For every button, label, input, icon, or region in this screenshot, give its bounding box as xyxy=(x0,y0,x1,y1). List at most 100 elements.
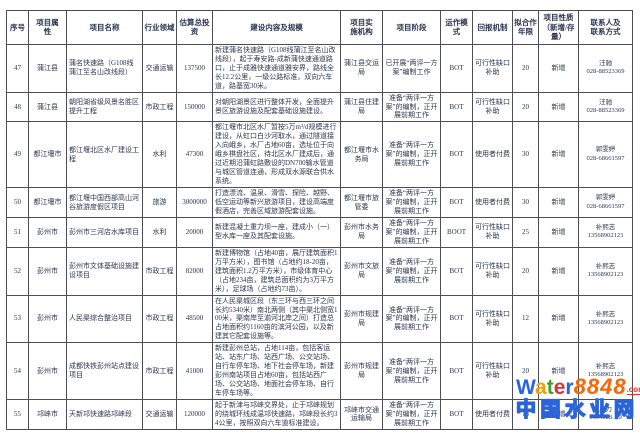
cell-return: 使用者付费 xyxy=(472,399,513,430)
cell-stage: 准备“两评一方案”的编制，正开展前期工作 xyxy=(382,187,441,218)
cell-mode: BOT xyxy=(440,121,473,189)
cell-mode: BOT xyxy=(440,91,473,123)
cell-agency: 都江堰市旅管委 xyxy=(340,187,383,218)
cell-contact: 补熙志 13568902123 xyxy=(578,294,633,344)
cell-contact: 补熙志 13568902123 xyxy=(578,246,633,296)
cell-investment: 82000 xyxy=(176,246,213,296)
cell-sector: 市政工程 xyxy=(142,246,177,296)
cell-mode: BOT xyxy=(440,342,473,401)
cell-project-name: 彭州市三河店水库项目 xyxy=(66,216,143,248)
cell-return: 可行性缺口补助 xyxy=(472,216,513,248)
cell-years: 20 xyxy=(512,342,539,401)
header-seq: 序号 xyxy=(6,10,29,45)
cell-sector: 市政工程 xyxy=(142,294,177,344)
cell-project-name: 蒲名快速路（G108线蒲江至名山改线段） xyxy=(66,43,143,93)
cell-seq: 50 xyxy=(6,187,29,218)
cell-nature: 新增 xyxy=(538,187,579,218)
cell-contact: 汪驰 028-88523369 xyxy=(578,91,633,123)
cell-owner: 蒲江县 xyxy=(28,91,67,123)
cell-scope: 新建混凝土重力坝一座，建成小（一）型水库一座及其配套设施。 xyxy=(212,216,341,248)
cell-return: 可行性缺口补助 xyxy=(472,91,513,123)
cell-seq: 54 xyxy=(6,342,29,401)
header-project-name: 项目名称 xyxy=(66,10,143,45)
cell-nature: 新增 xyxy=(538,246,579,296)
cell-investment: 150000 xyxy=(176,91,213,123)
cell-return: 可行性缺口补助 xyxy=(472,294,513,344)
cell-sector: 旅游 xyxy=(142,187,177,218)
header-contact: 联系人及 联系方式 xyxy=(578,10,633,45)
cell-owner: 都江堰市 xyxy=(28,121,67,189)
cell-seq: 49 xyxy=(6,121,29,189)
cell-scope: 打造漂流、温泉、滑雪、探险、越野、低空运动等新兴旅游项目，建设高端度假酒店，完善… xyxy=(212,187,341,218)
header-scope: 建设内容及规模 xyxy=(212,10,341,45)
cell-project-name: 人民渠综合整治项目 xyxy=(66,294,143,344)
cell-years: 12 xyxy=(512,294,539,344)
cell-scope: 对朝阳湖景区进行整体开发，全面提升景区旅游设施及配套基础设施建设。 xyxy=(212,91,341,123)
cell-mode: BOT xyxy=(440,246,473,296)
table-row: 49 都江堰市 都江堰北区水厂建设工程 水利 47300 都江堰市北区水厂暂按5… xyxy=(6,121,633,189)
cell-contact: 卢力 1354128…9 xyxy=(578,399,633,430)
cell-investment: 47300 xyxy=(176,121,213,189)
cell-stage: 已开展“两评一方案”编制工作 xyxy=(382,43,441,93)
header-agency: 项目实 施机构 xyxy=(340,10,383,45)
header-years: 拟合作 年限 xyxy=(512,10,539,45)
cell-project-name: 彭州市文体基础设施建设项目 xyxy=(66,246,143,296)
cell-investment: 20000 xyxy=(176,216,213,248)
cell-contact: 补熙志 13568902123 xyxy=(578,342,633,401)
cell-nature: 新增 xyxy=(538,121,579,189)
cell-scope: 都江堰市北区水厂暂按5万m³/d规模进行建设，从虹口白沙河取水，通过隧道接入向峨… xyxy=(212,121,341,189)
cell-nature: 新增 xyxy=(538,399,579,430)
cell-years: 20 xyxy=(512,246,539,296)
cell-stage: 准备“两评一方案”的编制，正开展前期工作 xyxy=(382,342,441,401)
cell-scope: 新建彭州总站，占地114亩，包括客运站、站东广场、站西广场、公交站场、自行车停车… xyxy=(212,342,341,401)
cell-investment: 41000 xyxy=(176,342,213,401)
cell-stage: 准备“两评一方案”的编制，正开展前期工作 xyxy=(382,294,441,344)
cell-seq: 53 xyxy=(6,294,29,344)
cell-agency: 邛崃市交通运输局 xyxy=(340,399,383,430)
cell-sector: 市政工程 xyxy=(142,342,177,401)
cell-sector: 交通运输 xyxy=(142,43,177,93)
cell-mode: BOT xyxy=(440,43,473,93)
cell-agency: 蒲江县住建局 xyxy=(340,91,383,123)
cell-owner: 都江堰市 xyxy=(28,187,67,218)
cell-agency: 蒲江县交运局 xyxy=(340,43,383,93)
cell-years: 30 xyxy=(512,121,539,189)
header-mode: 运作模式 xyxy=(440,10,473,45)
cell-mode: BOT xyxy=(440,187,473,218)
table-row: 48 蒲江县 朝阳湖省级风景名胜区提升工程 市政工程 150000 对朝阳湖景区… xyxy=(6,91,633,123)
cell-investment: 48500 xyxy=(176,294,213,344)
table-row: 55 邛崃市 天新邛快速路邛崃段 交通运输 120000 起于新津与邛崃交界处，… xyxy=(6,399,633,430)
cell-years: 20 xyxy=(512,91,539,123)
header-investment: 估算总投 资 xyxy=(176,10,213,45)
cell-agency: 彭州市水务局 xyxy=(340,216,383,248)
table-row: 52 彭州市 彭州市文体基础设施建设项目 市政工程 82000 新建博物馆（占地… xyxy=(6,246,633,296)
header-stage: 项目阶段 xyxy=(382,10,441,45)
cell-agency: 都江堰市水务局 xyxy=(340,121,383,189)
table-row: 50 都江堰市 都江堰中国西部高山河谷旅游度假区项目 旅游 3000000 打造… xyxy=(6,187,633,218)
cell-seq: 48 xyxy=(6,91,29,123)
cell-scope: 起于新津与邛崃交界处，止于邛崃规划的绕城环线成温邛快速路，邛崃段长约34公里，按… xyxy=(212,399,341,430)
cell-contact: 汪驰 028-88523369 xyxy=(578,43,633,93)
cell-nature: 新增 xyxy=(538,342,579,401)
cell-years: 20 xyxy=(512,43,539,93)
table-row: 53 彭州市 人民渠综合整治项目 市政工程 48500 在人民渠城区段（东三环与… xyxy=(6,294,633,344)
cell-agency: 彭州市规建局 xyxy=(340,342,383,401)
header-sector: 行业领域 xyxy=(142,10,177,45)
header-return: 回报机制 xyxy=(472,10,513,45)
cell-owner: 彭州市 xyxy=(28,294,67,344)
cell-contact: 补熙志 13568902123 xyxy=(578,216,633,248)
header-nature: 项目性质 （新增/存 量） xyxy=(538,10,579,45)
cell-contact: 郭雯婷 028-68661597 xyxy=(578,187,633,218)
cell-project-name: 都江堰中国西部高山河谷旅游度假区项目 xyxy=(66,187,143,218)
cell-seq: 47 xyxy=(6,43,29,93)
cell-nature: 新增 xyxy=(538,91,579,123)
cell-owner: 彭州市 xyxy=(28,216,67,248)
cell-nature: 新增 xyxy=(538,216,579,248)
cell-agency: 彭州市规建局 xyxy=(340,294,383,344)
cell-years: 13 xyxy=(512,399,539,430)
cell-return: 可行性缺口补助 xyxy=(472,342,513,401)
cell-project-name: 天新邛快速路邛崃段 xyxy=(66,399,143,430)
cell-mode: BOT xyxy=(440,399,473,430)
cell-stage: 准备“两评一方案”的编制，正开展前期工作 xyxy=(382,121,441,189)
cell-owner: 彭州市 xyxy=(28,246,67,296)
